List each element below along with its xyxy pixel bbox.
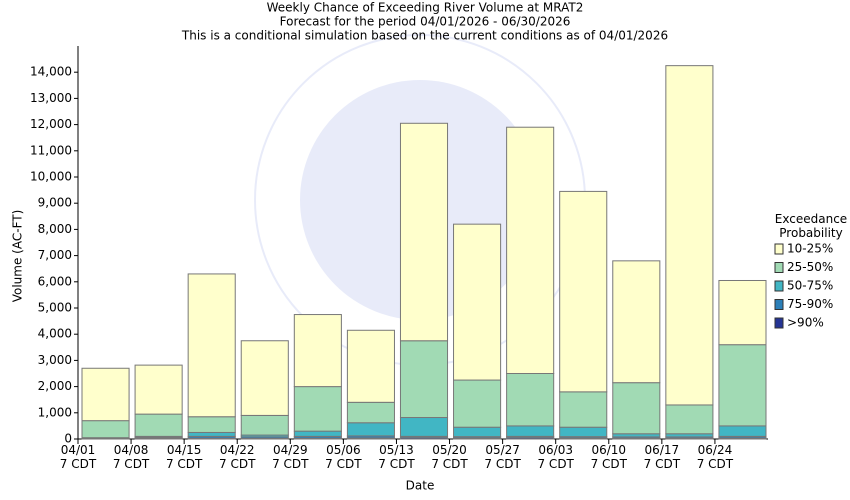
bar-segment xyxy=(453,426,502,438)
y-tick-label: 10,000 xyxy=(30,170,72,184)
bar-segment xyxy=(293,314,342,388)
bar-segment xyxy=(134,364,183,415)
bar-segment xyxy=(187,416,236,433)
bar-segment xyxy=(346,401,395,424)
legend-swatch xyxy=(774,262,784,273)
bar-segment xyxy=(81,367,130,422)
x-tick-label: 04/01 7 CDT xyxy=(59,443,97,471)
y-tick-label: 14,000 xyxy=(30,65,72,79)
legend-swatch xyxy=(774,280,784,292)
bar-segment xyxy=(718,279,767,346)
bar-segment xyxy=(240,340,289,416)
y-tick-label: 8,000 xyxy=(38,222,72,236)
y-tick-label: 9,000 xyxy=(38,196,72,210)
bar-segment xyxy=(612,382,661,435)
x-tick-label: 04/22 7 CDT xyxy=(219,443,256,471)
bar-segment xyxy=(559,391,608,428)
legend-swatch xyxy=(774,299,784,310)
bar-segment xyxy=(240,414,289,436)
bar-segment xyxy=(399,417,449,437)
legend-label: 25-50% xyxy=(787,260,833,274)
bar-segment xyxy=(134,413,183,437)
x-tick-label: 04/29 7 CDT xyxy=(272,443,309,471)
bar-segment xyxy=(665,404,714,435)
bar-segment xyxy=(718,344,767,427)
bar-segment xyxy=(559,426,608,438)
legend-label: >90% xyxy=(787,316,824,330)
chart-subtitle: Forecast for the period 04/01/2026 - 06/… xyxy=(280,15,571,29)
bar-segment xyxy=(346,329,395,403)
x-tick-label: 06/10 7 CDT xyxy=(590,443,627,471)
bar-segment xyxy=(559,190,608,393)
chart-title: Weekly Chance of Exceeding River Volume … xyxy=(267,1,584,15)
x-tick-label: 06/17 7 CDT xyxy=(643,443,681,471)
bar-segment xyxy=(187,273,236,418)
y-tick-label: 3,000 xyxy=(38,353,72,367)
x-tick-label: 04/08 7 CDT xyxy=(112,443,150,471)
legend-label: 75-90% xyxy=(787,297,833,311)
legend-swatch xyxy=(774,317,784,329)
bar-segment xyxy=(506,126,555,374)
legend-swatch xyxy=(774,243,784,255)
x-tick-label: 06/24 7 CDT xyxy=(696,443,734,471)
x-tick-label: 05/20 7 CDT xyxy=(431,443,468,471)
bar-segment xyxy=(346,422,395,437)
legend-label: 10-25% xyxy=(787,242,833,256)
y-tick-label: 13,000 xyxy=(30,91,72,105)
x-tick-label: 05/06 7 CDT xyxy=(325,443,362,471)
bar-segment xyxy=(293,386,342,432)
y-axis-title: Volume (AC-FT) xyxy=(11,210,25,303)
bar-segment xyxy=(718,425,767,437)
x-tick-label: 04/15 7 CDT xyxy=(165,443,203,471)
y-tick-label: 12,000 xyxy=(30,117,72,131)
y-tick-label: 6,000 xyxy=(38,274,72,288)
x-tick-label: 06/03 7 CDT xyxy=(537,443,574,471)
bar-segment xyxy=(81,420,130,439)
y-tick-label: 1,000 xyxy=(38,405,72,419)
bar-segment xyxy=(293,430,342,437)
legend-title: Exceedance Probability xyxy=(774,212,848,240)
x-axis-title: Date xyxy=(406,479,435,493)
bar-segment xyxy=(453,379,502,428)
bar-segment xyxy=(612,260,661,384)
x-tick-label: 05/27 7 CDT xyxy=(484,443,521,471)
y-tick-label: 11,000 xyxy=(30,143,72,157)
legend-label: 50-75% xyxy=(787,279,833,293)
y-tick-label: 5,000 xyxy=(38,301,72,315)
bar-segment xyxy=(506,425,555,437)
x-tick-label: 05/13 7 CDT xyxy=(378,443,415,471)
bar-segment xyxy=(187,431,236,437)
y-tick-label: 0 xyxy=(64,432,72,446)
bar-segment xyxy=(665,65,714,406)
bar-segment xyxy=(399,340,449,419)
y-tick-label: 2,000 xyxy=(38,379,72,393)
chart-annotation: This is a conditional simulation based o… xyxy=(181,29,668,43)
y-tick-label: 7,000 xyxy=(38,248,72,262)
y-tick-label: 4,000 xyxy=(38,327,72,341)
bar-segment xyxy=(399,122,449,342)
bar-segment xyxy=(506,373,555,427)
bar-segment xyxy=(453,223,502,381)
